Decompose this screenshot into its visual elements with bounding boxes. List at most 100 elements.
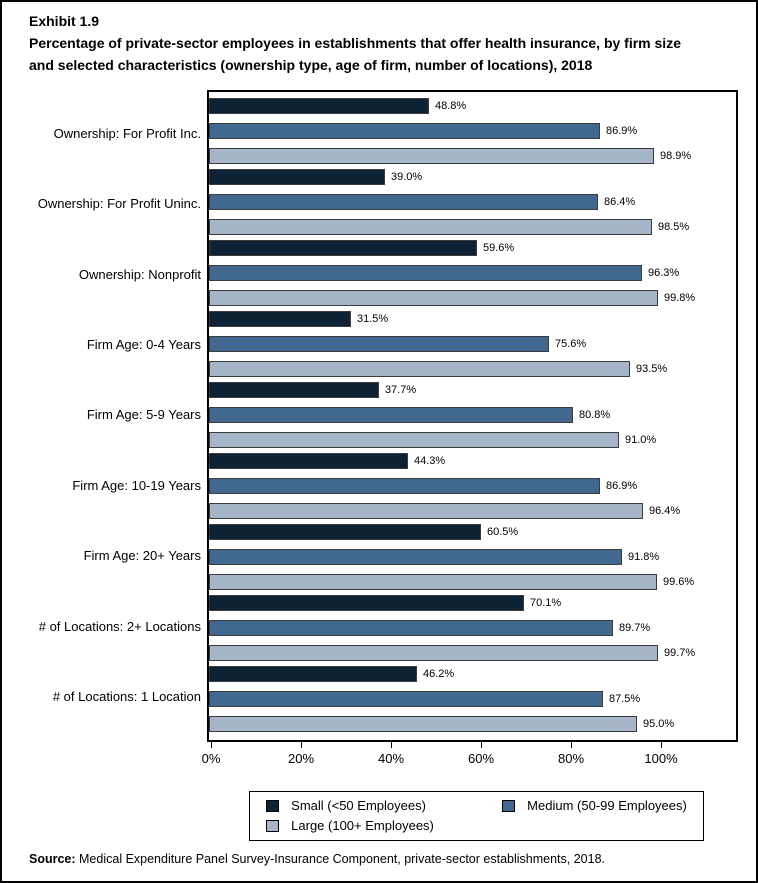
legend-item-small: Small (<50 Employees) bbox=[266, 798, 484, 813]
bar-medium-ownership-for-profit-uninc bbox=[209, 194, 598, 211]
category-axis: Ownership: For Profit Inc. Ownership: For… bbox=[2, 90, 207, 742]
bar-group-ownership-nonprofit: 59.6% 96.3% 99.8% bbox=[209, 238, 736, 309]
bar-value-label: 46.2% bbox=[423, 667, 455, 680]
bar-group-of-locations-2-locations: 70.1% 89.7% 99.7% bbox=[209, 592, 736, 663]
legend-label: Small (<50 Employees) bbox=[291, 798, 426, 813]
bar-value-label: 99.7% bbox=[664, 646, 696, 659]
bar-value-label: 96.3% bbox=[648, 267, 680, 280]
bar-small-ownership-for-profit-inc bbox=[209, 98, 429, 115]
legend-label: Large (100+ Employees) bbox=[291, 818, 434, 833]
bar-small-of-locations-2-locations bbox=[209, 594, 524, 611]
bar-small-ownership-nonprofit bbox=[209, 240, 477, 257]
bar-large-firm-age-10-19-years bbox=[209, 502, 643, 519]
bar-row: 46.2% bbox=[209, 665, 736, 682]
x-axis-tick-label: 80% bbox=[557, 751, 585, 766]
bar-row: 93.5% bbox=[209, 361, 736, 378]
legend-wrap: Small (<50 Employees) Medium (50-99 Emplo… bbox=[211, 791, 742, 841]
bar-row: 99.8% bbox=[209, 290, 736, 307]
bar-value-label: 95.0% bbox=[643, 717, 675, 730]
bar-value-label: 86.9% bbox=[606, 125, 638, 138]
source-text: Medical Expenditure Panel Survey-Insuran… bbox=[75, 852, 605, 866]
bar-group-ownership-for-profit-inc: 48.8% 86.9% 98.9% bbox=[209, 96, 736, 167]
legend-swatch-icon bbox=[266, 819, 280, 832]
bar-large-of-locations-1-location bbox=[209, 715, 637, 732]
bar-value-label: 37.7% bbox=[385, 384, 417, 396]
bar-large-of-locations-2-locations bbox=[209, 644, 658, 661]
bar-value-label: 91.8% bbox=[628, 550, 660, 563]
bar-row: 91.0% bbox=[209, 432, 736, 448]
category-label-firm-age-10-19-years: Firm Age: 10-19 Years bbox=[72, 477, 201, 493]
bar-row: 75.6% bbox=[209, 336, 736, 353]
bar-row: 98.9% bbox=[209, 148, 736, 165]
bar-value-label: 99.8% bbox=[664, 292, 696, 305]
category-label-ownership-nonprofit: Ownership: Nonprofit bbox=[78, 266, 201, 282]
bar-large-firm-age-0-4-years bbox=[209, 361, 630, 378]
bar-row: 96.3% bbox=[209, 265, 736, 282]
bar-row: 31.5% bbox=[209, 311, 736, 328]
bar-value-label: 80.8% bbox=[579, 409, 611, 421]
category-label-firm-age-0-4-years: Firm Age: 0-4 Years bbox=[86, 337, 201, 353]
bar-group-ownership-for-profit-uninc: 39.0% 86.4% 98.5% bbox=[209, 167, 736, 238]
bar-row: 86.9% bbox=[209, 123, 736, 140]
source-label: Source: bbox=[29, 852, 76, 866]
bar-value-label: 99.6% bbox=[663, 575, 695, 588]
bar-small-firm-age-10-19-years bbox=[209, 452, 408, 469]
bar-row: 37.7% bbox=[209, 382, 736, 398]
bar-value-label: 89.7% bbox=[619, 621, 651, 634]
bar-large-firm-age-20-years bbox=[209, 573, 657, 590]
bar-medium-ownership-nonprofit bbox=[209, 265, 642, 282]
bar-value-label: 39.0% bbox=[391, 171, 423, 184]
bar-value-label: 91.0% bbox=[625, 434, 657, 446]
bar-medium-ownership-for-profit-inc bbox=[209, 123, 600, 140]
category-label-ownership-for-profit-uninc: Ownership: For Profit Uninc. bbox=[37, 196, 201, 212]
bar-value-label: 93.5% bbox=[636, 363, 668, 376]
bar-value-label: 86.9% bbox=[606, 479, 638, 492]
category-label-ownership-for-profit-inc: Ownership: For Profit Inc. bbox=[53, 125, 201, 141]
bar-medium-firm-age-10-19-years bbox=[209, 477, 600, 494]
bar-row: 87.5% bbox=[209, 690, 736, 707]
bar-large-ownership-for-profit-uninc bbox=[209, 219, 652, 236]
bar-medium-firm-age-20-years bbox=[209, 548, 622, 565]
bar-group-of-locations-1-location: 46.2% 87.5% 95.0% bbox=[209, 663, 736, 734]
bar-row: 44.3% bbox=[209, 452, 736, 469]
bar-row: 98.5% bbox=[209, 219, 736, 236]
exhibit-number: Exhibit 1.9 bbox=[29, 13, 100, 29]
bar-row: 70.1% bbox=[209, 594, 736, 611]
bar-value-label: 86.4% bbox=[604, 196, 636, 209]
bar-value-label: 98.9% bbox=[660, 150, 692, 163]
bar-row: 96.4% bbox=[209, 502, 736, 519]
bar-medium-firm-age-0-4-years bbox=[209, 336, 549, 353]
bar-value-label: 70.1% bbox=[530, 596, 562, 609]
x-axis-tick bbox=[661, 742, 662, 748]
legend-item-large: Large (100+ Employees) bbox=[266, 818, 484, 833]
bar-row: 60.5% bbox=[209, 523, 736, 540]
bar-small-ownership-for-profit-uninc bbox=[209, 169, 385, 186]
bar-value-label: 44.3% bbox=[414, 454, 446, 467]
category-label-firm-age-5-9-years: Firm Age: 5-9 Years bbox=[86, 407, 201, 423]
bar-row: 91.8% bbox=[209, 548, 736, 565]
x-axis-tick-label: 20% bbox=[287, 751, 315, 766]
bar-row: 89.7% bbox=[209, 619, 736, 636]
bar-row: 39.0% bbox=[209, 169, 736, 186]
legend-swatch-icon bbox=[502, 799, 516, 812]
bar-row: 48.8% bbox=[209, 98, 736, 115]
x-axis-tick bbox=[481, 742, 482, 748]
bar-value-label: 60.5% bbox=[487, 525, 519, 538]
bar-group-firm-age-10-19-years: 44.3% 86.9% 96.4% bbox=[209, 450, 736, 521]
bar-small-firm-age-20-years bbox=[209, 523, 481, 540]
bar-row: 86.9% bbox=[209, 477, 736, 494]
source-note: Source: Medical Expenditure Panel Survey… bbox=[29, 852, 739, 866]
bar-value-label: 31.5% bbox=[357, 313, 389, 326]
x-axis-tick bbox=[301, 742, 302, 748]
bar-value-label: 75.6% bbox=[555, 338, 587, 351]
category-label-firm-age-20-years: Firm Age: 20+ Years bbox=[83, 548, 201, 564]
bar-row: 99.7% bbox=[209, 644, 736, 661]
legend-label: Medium (50-99 Employees) bbox=[527, 798, 687, 813]
bar-medium-of-locations-2-locations bbox=[209, 619, 613, 636]
bar-small-of-locations-1-location bbox=[209, 665, 417, 682]
bar-large-ownership-for-profit-inc bbox=[209, 148, 654, 165]
bar-value-label: 98.5% bbox=[658, 221, 690, 234]
bar-chart: Ownership: For Profit Inc. Ownership: For… bbox=[2, 90, 742, 742]
legend-item-medium: Medium (50-99 Employees) bbox=[502, 798, 687, 813]
